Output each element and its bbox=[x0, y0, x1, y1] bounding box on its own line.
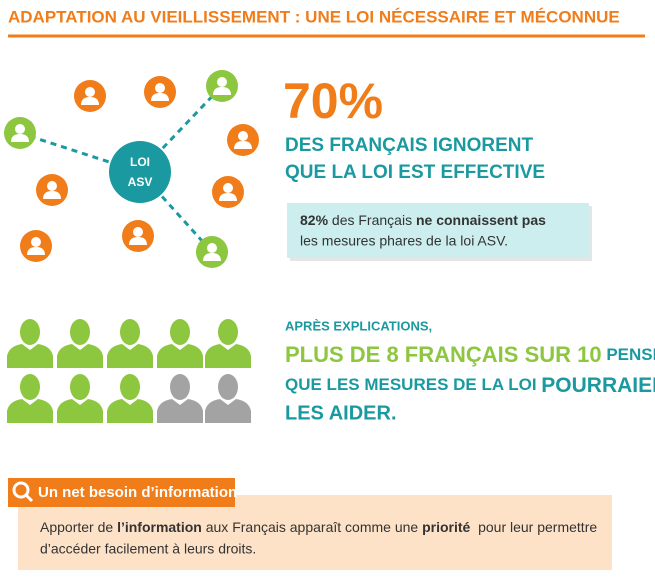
text: aux Français apparaît comme une bbox=[202, 519, 422, 535]
text: pour leur permettre bbox=[470, 519, 597, 535]
title: ADAPTATION AU VIEILLISSEMENT : UNE LOI N… bbox=[8, 7, 620, 26]
text: PENSENT bbox=[602, 345, 655, 364]
stat-line: DES FRANÇAIS IGNORENT bbox=[285, 135, 533, 156]
info-heading: Un net besoin d’information bbox=[38, 484, 237, 501]
callout-text: 82% des Français ne connaissent pas bbox=[300, 212, 546, 228]
text-highlight: PLUS DE 8 FRANÇAIS SUR 10 bbox=[285, 342, 602, 367]
hub-label: LOI bbox=[130, 155, 150, 169]
text-bold: priorité bbox=[422, 519, 470, 535]
stat-line: PLUS DE 8 FRANÇAIS SUR 10 PENSENT bbox=[285, 342, 655, 367]
people-array bbox=[7, 319, 251, 423]
text-bold: l’information bbox=[117, 519, 202, 535]
text: QUE LES MESURES DE LA LOI bbox=[285, 375, 541, 394]
callout-text: les mesures phares de la loi ASV. bbox=[300, 233, 508, 249]
nodes bbox=[4, 70, 259, 268]
info-box bbox=[18, 495, 612, 570]
callout bbox=[287, 203, 589, 258]
info-text: d’accéder facilement à leurs droits. bbox=[40, 541, 256, 557]
text-bold: ne connaissent pas bbox=[416, 212, 546, 228]
stat-line: LES AIDER. bbox=[285, 402, 397, 424]
network bbox=[19, 84, 224, 254]
text: POURRAIENT bbox=[541, 374, 655, 397]
info-text: Apporter de l’information aux Français a… bbox=[40, 519, 597, 535]
search-icon bbox=[12, 481, 34, 503]
text-bold: 82% bbox=[300, 212, 329, 228]
big-stat: 70% bbox=[283, 73, 383, 129]
text: Apporter de bbox=[40, 519, 117, 535]
text: des Français bbox=[328, 212, 416, 228]
info-tab bbox=[8, 478, 235, 507]
stat-line: QUE LES MESURES DE LA LOI POURRAIENT bbox=[285, 374, 655, 397]
stat-intro: APRÈS EXPLICATIONS, bbox=[285, 318, 432, 333]
hub-label: ASV bbox=[128, 175, 153, 189]
stat-line: QUE LA LOI EST EFFECTIVE bbox=[285, 162, 545, 183]
